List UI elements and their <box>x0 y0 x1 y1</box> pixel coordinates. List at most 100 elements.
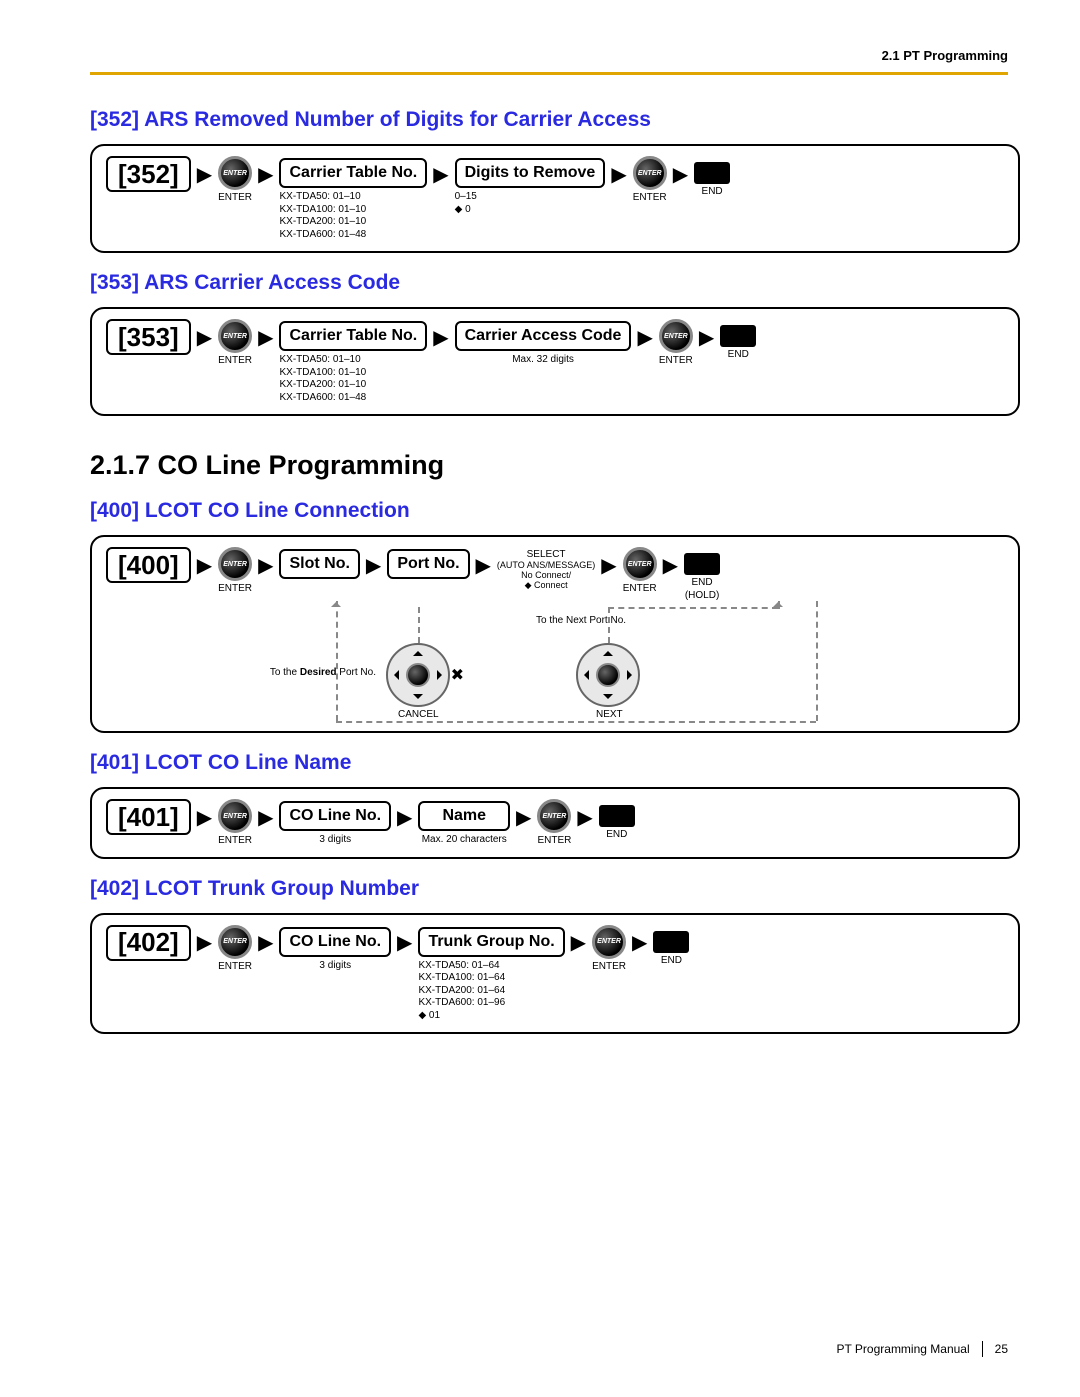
field-slot-no: Slot No. <box>279 549 359 579</box>
field-sub: Max. 20 characters <box>422 834 507 847</box>
footer-divider <box>982 1341 983 1357</box>
arrow-icon: ▶ <box>433 319 448 355</box>
arrow-icon: ▶ <box>571 925 586 961</box>
arrow-icon: ▶ <box>197 547 212 583</box>
next-label: NEXT <box>596 709 623 720</box>
enter-label: ENTER <box>537 835 571 846</box>
code-400: [400] <box>106 547 191 583</box>
field-sub: 3 digits <box>319 960 351 973</box>
arrow-icon: ▶ <box>577 799 592 835</box>
panel-353: [353] ▶ ENTER ENTER ▶ Carrier Table No. … <box>90 307 1020 416</box>
arrow-icon: ▶ <box>397 925 412 961</box>
arrow-icon: ▶ <box>197 156 212 192</box>
nav-label-next: To the Next Port No. <box>536 615 626 626</box>
enter-label: ENTER <box>659 355 693 366</box>
cancel-label: CANCEL <box>398 709 439 720</box>
field-sub: 3 digits <box>319 834 351 847</box>
enter-button-icon: ENTER <box>218 156 252 190</box>
arrow-icon: ▶ <box>258 925 273 961</box>
arrow-icon: ▶ <box>197 319 212 355</box>
end-icon <box>720 325 756 347</box>
footer-title: PT Programming Manual <box>836 1342 969 1356</box>
arrow-icon: ▶ <box>197 925 212 961</box>
panel-402: [402] ▶ ENTER ENTER ▶ CO Line No. 3 digi… <box>90 913 1020 1035</box>
dash-line <box>418 607 420 643</box>
arrow-icon: ▶ <box>663 547 678 583</box>
select-sub: ◆ Connect <box>525 580 568 591</box>
arrow-icon: ▶ <box>197 799 212 835</box>
select-label: SELECT <box>527 549 566 560</box>
enter-label: ENTER <box>218 355 252 366</box>
section-title-352: [352] ARS Removed Number of Digits for C… <box>90 108 1020 132</box>
field-trunk-group: Trunk Group No. <box>418 927 564 957</box>
enter-label: ENTER <box>218 192 252 203</box>
field-access-code: Carrier Access Code <box>455 321 632 351</box>
dpad-icon: ✖ <box>386 643 450 707</box>
page-content: [352] ARS Removed Number of Digits for C… <box>90 50 1020 1034</box>
field-sub: KX-TDA50: 01–64 KX-TDA100: 01–64 KX-TDA2… <box>418 960 505 1023</box>
arrow-up-icon <box>773 597 783 607</box>
field-sub: 0–15 ◆ 0 <box>455 191 477 216</box>
field-carrier-table: Carrier Table No. <box>279 321 427 351</box>
arrow-icon: ▶ <box>258 799 273 835</box>
end-sub: (HOLD) <box>685 590 719 601</box>
enter-button-icon: ENTER <box>218 319 252 353</box>
enter-label: ENTER <box>623 583 657 594</box>
field-co-line-no: CO Line No. <box>279 927 391 957</box>
end-icon <box>684 553 720 575</box>
arrow-icon: ▶ <box>637 319 652 355</box>
footer-page: 25 <box>995 1342 1008 1356</box>
enter-button-icon: ENTER <box>218 799 252 833</box>
select-sub: (AUTO ANS/MESSAGE) <box>497 560 595 570</box>
enter-button-icon: ENTER <box>537 799 571 833</box>
arrow-icon: ▶ <box>258 319 273 355</box>
enter-label: ENTER <box>218 835 252 846</box>
arrow-icon: ▶ <box>611 156 626 192</box>
enter-button-icon: ENTER <box>592 925 626 959</box>
arrow-up-icon <box>331 597 341 607</box>
enter-label: ENTER <box>218 583 252 594</box>
header-rule <box>90 72 1008 75</box>
end-label: END <box>728 349 749 360</box>
dash-line <box>336 601 338 721</box>
arrow-icon: ▶ <box>258 156 273 192</box>
enter-label: ENTER <box>592 961 626 972</box>
arrow-icon: ▶ <box>699 319 714 355</box>
section-title-401: [401] LCOT CO Line Name <box>90 751 1020 775</box>
field-port-no: Port No. <box>387 549 469 579</box>
dash-line <box>336 721 816 723</box>
enter-button-icon: ENTER <box>218 547 252 581</box>
section-title-400: [400] LCOT CO Line Connection <box>90 499 1020 523</box>
dpad-icon <box>576 643 640 707</box>
page-header: 2.1 PT Programming <box>882 48 1008 63</box>
code-352: [352] <box>106 156 191 192</box>
arrow-icon: ▶ <box>476 547 491 583</box>
page-footer: PT Programming Manual 25 <box>836 1341 1008 1357</box>
code-353: [353] <box>106 319 191 355</box>
enter-label: ENTER <box>218 961 252 972</box>
arrow-icon: ▶ <box>397 799 412 835</box>
field-digits-remove: Digits to Remove <box>455 158 606 188</box>
arrow-icon: ▶ <box>516 799 531 835</box>
enter-button-icon: ENTER <box>218 925 252 959</box>
nav-diagram: ✖ To the Desired Port No. To the Next Po… <box>106 607 1004 727</box>
end-label: END <box>606 829 627 840</box>
section-title-402: [402] LCOT Trunk Group Number <box>90 877 1020 901</box>
code-401: [401] <box>106 799 191 835</box>
arrow-icon: ▶ <box>601 547 616 583</box>
dash-line <box>608 607 778 609</box>
nav-label-desired: To the Desired Port No. <box>246 667 376 678</box>
section-header-217: 2.1.7 CO Line Programming <box>90 450 1020 481</box>
enter-button-icon: ENTER <box>633 156 667 190</box>
arrow-icon: ▶ <box>258 547 273 583</box>
field-co-line-no: CO Line No. <box>279 801 391 831</box>
field-name: Name <box>418 801 510 831</box>
code-402: [402] <box>106 925 191 961</box>
end-icon <box>599 805 635 827</box>
end-label: END <box>702 186 723 197</box>
arrow-icon: ▶ <box>433 156 448 192</box>
select-sub: No Connect/ <box>521 570 571 580</box>
panel-352: [352] ▶ ENTER ENTER ▶ Carrier Table No. … <box>90 144 1020 253</box>
field-carrier-table: Carrier Table No. <box>279 158 427 188</box>
arrow-icon: ▶ <box>673 156 688 192</box>
